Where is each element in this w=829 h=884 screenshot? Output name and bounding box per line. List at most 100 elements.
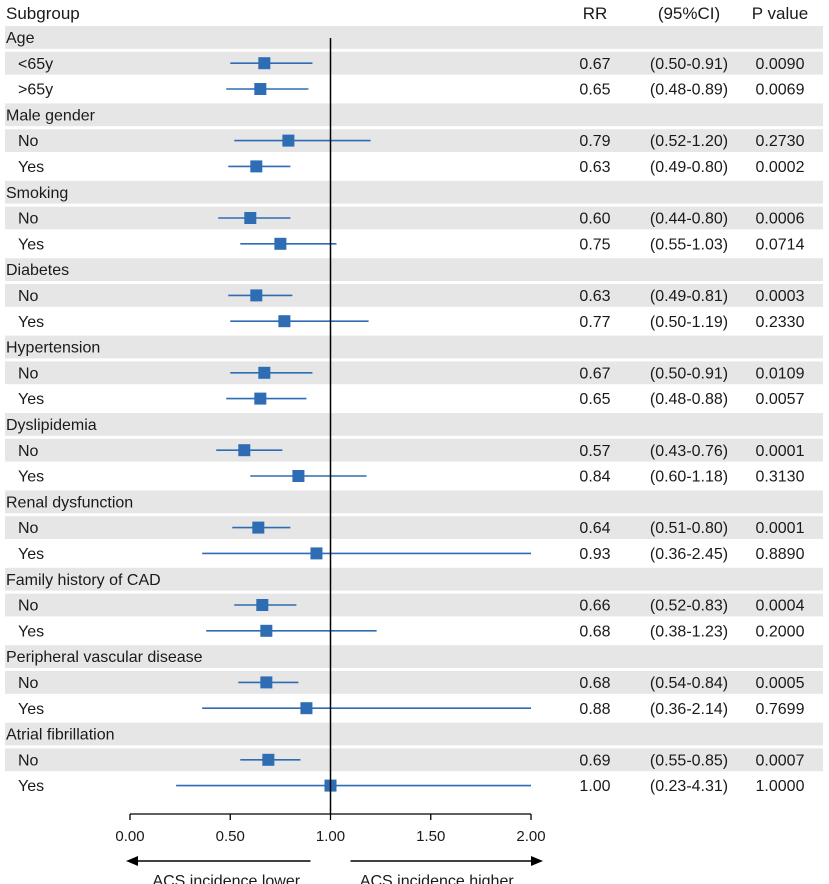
row-band (5, 129, 823, 152)
subgroup-label: No (18, 752, 39, 769)
ci-value: (0.50-0.91) (650, 365, 728, 382)
rr-value: 0.93 (579, 546, 610, 563)
p-value: 1.0000 (756, 778, 805, 795)
estimate-marker (278, 315, 291, 328)
row-band (5, 593, 823, 617)
p-value: 0.3130 (756, 469, 805, 486)
x-tick-label: 1.00 (316, 828, 345, 845)
estimate-marker (250, 289, 263, 302)
rr-value: 0.88 (579, 701, 610, 718)
subgroup-label: No (18, 133, 39, 150)
ci-value: (0.52-0.83) (650, 598, 728, 615)
rr-value: 0.79 (579, 133, 610, 150)
rr-value: 0.67 (579, 56, 610, 73)
rr-value: 0.64 (579, 520, 610, 537)
rr-value: 0.66 (579, 598, 610, 615)
subgroup-label: Yes (18, 159, 44, 176)
subgroup-label: Yes (18, 314, 44, 331)
x-tick-label: 0.00 (115, 828, 144, 845)
arrow-right-head (531, 856, 543, 866)
ci-value: (0.54-0.84) (650, 675, 728, 692)
x-axis: 0.00 0.50 1.00 1.50 2.00 ACS incidence lower A… (115, 38, 546, 884)
header-subgroup: Subgroup (6, 4, 80, 23)
p-value: 0.0057 (756, 391, 805, 408)
estimate-marker (282, 134, 295, 147)
header-rr: RR (583, 4, 608, 23)
estimate-marker (250, 160, 263, 173)
estimate-marker (260, 624, 273, 637)
ci-value: (0.55-1.03) (650, 236, 728, 253)
row-band (5, 206, 823, 230)
row-band (5, 335, 823, 359)
p-value: 0.2000 (756, 623, 805, 640)
estimate-marker (260, 676, 273, 689)
subgroup-label: No (18, 598, 39, 615)
p-value: 0.0001 (756, 443, 805, 460)
p-value: 0.0069 (756, 82, 805, 99)
subgroup-label: Yes (18, 236, 44, 253)
subgroup-label: No (18, 288, 39, 305)
ci-value: (0.60-1.18) (650, 469, 728, 486)
row-band (5, 258, 823, 281)
row-band (5, 284, 823, 307)
subgroup-label: No (18, 675, 39, 692)
row-band (5, 180, 823, 204)
p-value: 0.0001 (756, 520, 805, 537)
group-label: Dyslipidemia (6, 417, 97, 434)
group-label: Hypertension (6, 340, 100, 357)
estimate-marker (310, 547, 323, 560)
estimate-marker (262, 753, 275, 766)
ci-value: (0.23-4.31) (650, 778, 728, 795)
row-band (5, 722, 823, 746)
ci-value: (0.38-1.23) (650, 623, 728, 640)
row-band (5, 51, 823, 75)
p-value: 0.0002 (756, 159, 805, 176)
row-band (5, 748, 823, 772)
estimate-marker (258, 366, 271, 379)
subgroup-label: >65y (18, 82, 53, 99)
p-value: 0.2730 (756, 133, 805, 150)
subgroup-label: Yes (18, 391, 44, 408)
p-value: 0.0714 (756, 236, 805, 253)
p-value: 0.0003 (756, 288, 805, 305)
estimate-marker (256, 599, 269, 611)
subgroup-label: No (18, 520, 39, 537)
row-band (5, 490, 823, 514)
estimate-marker (300, 702, 313, 715)
arrow-left-head (126, 856, 138, 866)
p-value: 0.0090 (756, 56, 805, 73)
subgroup-label: Yes (18, 701, 44, 718)
rr-value: 0.68 (579, 623, 610, 640)
rr-value: 0.63 (579, 288, 610, 305)
rr-value: 0.69 (579, 752, 610, 769)
group-label: Male gender (6, 107, 96, 124)
estimate-marker (244, 212, 257, 224)
subgroup-label: Yes (18, 546, 44, 563)
rr-value: 0.75 (579, 236, 610, 253)
header-p-value: P value (752, 4, 808, 23)
row-band (5, 567, 823, 591)
estimate-marker (254, 392, 267, 405)
estimate-marker (252, 521, 265, 534)
rr-value: 0.63 (579, 159, 610, 176)
p-value: 0.7699 (756, 701, 805, 718)
rr-value: 0.65 (579, 391, 610, 408)
subgroup-label: <65y (18, 56, 53, 73)
subgroup-label: No (18, 365, 39, 382)
rr-value: 0.84 (579, 469, 610, 486)
row-band (5, 26, 823, 49)
ci-value: (0.36-2.14) (650, 701, 728, 718)
ci-value: (0.55-0.85) (650, 752, 728, 769)
row-band (5, 438, 823, 462)
p-value: 0.8890 (756, 546, 805, 563)
p-value: 0.0004 (756, 598, 805, 615)
ci-value: (0.49-0.80) (650, 159, 728, 176)
rr-value: 0.57 (579, 443, 610, 460)
rr-value: 0.68 (579, 675, 610, 692)
row-band (5, 645, 823, 668)
p-value: 0.0005 (756, 675, 805, 692)
estimate-marker (238, 444, 251, 457)
group-label: Smoking (6, 185, 68, 202)
ci-value: (0.49-0.81) (650, 288, 728, 305)
